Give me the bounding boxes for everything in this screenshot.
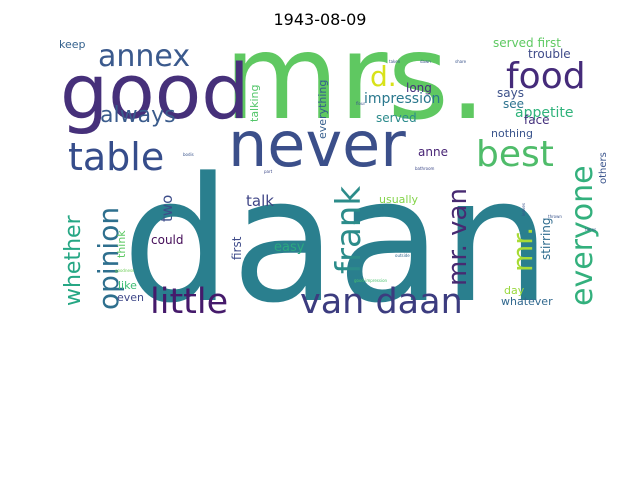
word-bodis: bodis	[183, 152, 194, 157]
word-see: see	[503, 97, 524, 111]
word-food: food	[506, 56, 586, 97]
word-opinion: opinion	[92, 207, 125, 310]
word-others: others	[598, 152, 609, 184]
word-flour: flour	[356, 101, 366, 106]
word-table: table	[68, 135, 164, 179]
word-good: good	[60, 47, 249, 136]
word-impression: impression	[364, 91, 440, 107]
word-anne: anne	[418, 145, 448, 159]
word-taken: taken	[389, 59, 401, 64]
word-keep: keep	[59, 38, 86, 51]
word-times: times	[585, 227, 596, 232]
word-van-daan: van daan	[300, 282, 463, 322]
word-whatever: whatever	[501, 295, 553, 308]
word-think: think	[115, 230, 128, 258]
word-first: first	[230, 236, 244, 260]
word-long: long	[406, 81, 432, 95]
word-mr-van: mr. van	[443, 188, 473, 286]
word-best: best	[476, 134, 554, 175]
word-outside: outside	[395, 253, 410, 258]
word-like: like	[118, 279, 137, 292]
word-says: says	[497, 86, 524, 100]
word-bathroom: bathroom	[415, 166, 435, 171]
word-little: little	[150, 282, 228, 322]
word-two: two	[158, 195, 176, 222]
page-title: 1943-08-09	[273, 10, 367, 29]
word-good-impression: good impression	[354, 278, 388, 283]
word-d: d.	[370, 60, 397, 93]
word-mr: mr.	[506, 227, 539, 272]
word-goodness: goodness	[115, 268, 134, 273]
word-dawn: dawn	[420, 59, 431, 64]
word-face: face	[524, 113, 550, 127]
word-thrown: thrown	[548, 214, 562, 219]
word-daan: daan	[122, 140, 551, 341]
word-could: could	[151, 233, 184, 247]
word-nothing: nothing	[491, 127, 533, 140]
word-appetite: appetite	[515, 105, 573, 121]
word-everyone: everyone	[565, 165, 600, 306]
word-served: served	[376, 111, 417, 125]
word-much: much	[373, 206, 385, 211]
word-mrs: mrs.	[224, 8, 486, 146]
word-usually: usually	[379, 193, 419, 206]
word-everything: everything	[316, 80, 329, 139]
word-even: even	[117, 291, 144, 304]
word-whether: whether	[61, 214, 86, 306]
word-leaves: leaves	[521, 203, 526, 216]
word-talking: talking	[248, 85, 261, 123]
word-share: share	[455, 59, 467, 64]
word-trouble: trouble	[528, 47, 571, 61]
word-never: never	[228, 108, 406, 181]
word-easy: easy	[274, 240, 305, 255]
word-talk: talk	[246, 192, 274, 210]
word-served-first: served first	[493, 36, 561, 50]
word-always: always	[100, 103, 176, 128]
word-day: day	[504, 284, 525, 297]
word-annex: annex	[98, 39, 190, 74]
word-stirring: stirring	[539, 217, 553, 260]
word-frank: frank	[329, 186, 369, 274]
word-part: part	[264, 169, 273, 174]
